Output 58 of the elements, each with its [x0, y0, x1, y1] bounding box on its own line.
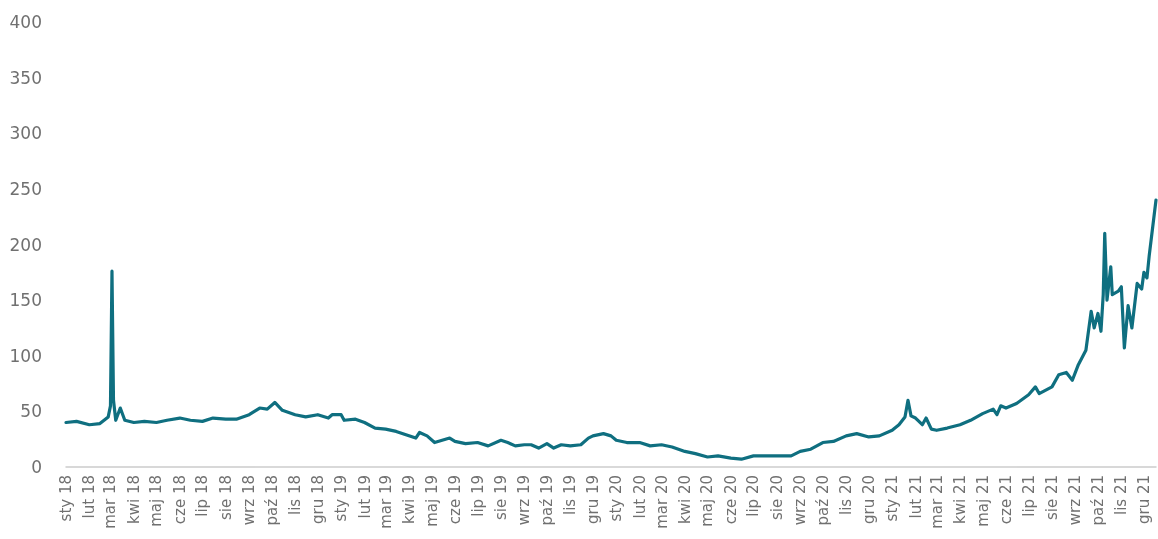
x-tick-label: lis 20	[837, 475, 856, 516]
x-tick-label: lut 20	[630, 475, 649, 519]
x-tick-label: wrz 21	[1066, 475, 1085, 526]
x-tick-label: kwi 20	[675, 475, 694, 524]
y-tick-label: 0	[31, 457, 42, 477]
y-tick-label: 350	[9, 67, 42, 88]
x-tick-label: lis 18	[286, 475, 305, 516]
x-tick-label: lut 18	[80, 475, 99, 519]
y-tick-label: 400	[9, 12, 42, 32]
y-tick-label: 50	[20, 401, 42, 422]
x-tick-label: sty 21	[883, 475, 902, 522]
x-tick-label: sty 19	[332, 475, 351, 522]
x-tick-label: wrz 18	[240, 475, 259, 526]
x-tick-label: cze 20	[721, 475, 740, 525]
x-tick-label: lip 21	[1019, 475, 1038, 517]
y-tick-label: 250	[9, 178, 42, 199]
x-tick-label: cze 21	[996, 475, 1015, 525]
x-tick-label: kwi 19	[399, 475, 418, 524]
x-tick-label: paź 19	[537, 475, 556, 526]
x-tick-label: maj 18	[147, 475, 166, 527]
x-tick-label: lip 18	[193, 475, 212, 517]
x-tick-label: paź 21	[1088, 475, 1107, 526]
x-tick-label: maj 20	[698, 475, 717, 527]
x-tick-label: paź 20	[813, 475, 832, 526]
x-tick-label: mar 21	[927, 475, 946, 529]
x-tick-label: gru 21	[1134, 475, 1153, 525]
x-tick-label: cze 18	[170, 475, 189, 525]
x-tick-label: wrz 19	[515, 475, 534, 526]
x-tick-label: lis 21	[1112, 475, 1131, 516]
x-tick-label: cze 19	[445, 475, 464, 525]
line-series	[64, 198, 1158, 461]
x-tick-label: lip 19	[468, 475, 487, 517]
x-tick-label: mar 20	[652, 475, 671, 529]
x-tick-label: sie 18	[216, 475, 235, 521]
x-tick-label: lut 21	[906, 475, 925, 519]
x-tick-label: sie 21	[1042, 475, 1061, 521]
x-tick-label: maj 19	[422, 475, 441, 527]
y-tick-label: 200	[9, 234, 42, 255]
x-tick-label: paź 18	[262, 475, 281, 526]
x-tick-label: kwi 18	[124, 475, 143, 524]
x-tick-label: wrz 20	[791, 475, 810, 526]
x-tick-label: mar 18	[101, 475, 120, 529]
x-tick-label: gru 19	[583, 475, 602, 525]
x-tick-label: lip 20	[744, 475, 763, 517]
y-tick-label: 150	[9, 290, 42, 311]
x-tick-label: gru 20	[859, 475, 878, 525]
x-tick-label: kwi 21	[951, 475, 970, 524]
x-tick-label: sty 18	[57, 475, 75, 522]
x-tick-label: maj 21	[973, 475, 992, 527]
x-tick-label: sie 19	[491, 475, 510, 521]
x-tick-label: gru 18	[308, 475, 327, 525]
x-tick-label: mar 19	[376, 475, 395, 529]
x-tick-label: lut 19	[355, 475, 374, 519]
x-tick-label: sty 20	[607, 475, 626, 522]
y-tick-label: 100	[9, 345, 42, 366]
x-tick-label: sie 20	[767, 475, 786, 521]
y-tick-label: 300	[9, 123, 42, 144]
x-tick-label: lis 19	[561, 475, 580, 516]
